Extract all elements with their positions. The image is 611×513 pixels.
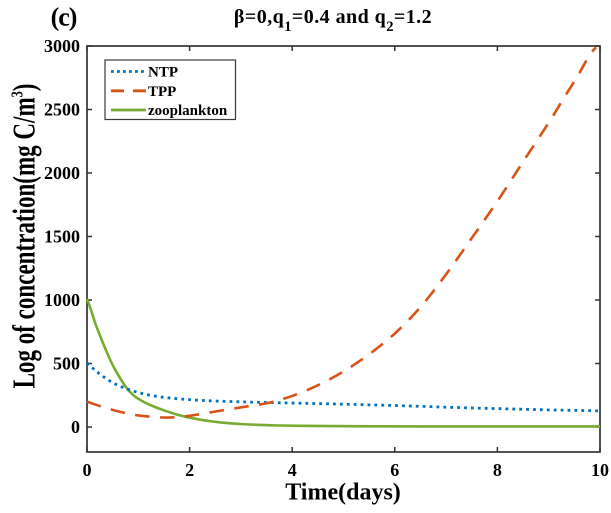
svg-text:TPP: TPP	[148, 84, 176, 100]
svg-text:6: 6	[390, 460, 399, 480]
svg-text:0: 0	[83, 460, 92, 480]
svg-text:Log of concentration(mg C/m3): Log of concentration(mg C/m3)	[7, 84, 43, 389]
svg-text:2: 2	[185, 460, 194, 480]
svg-text:2500: 2500	[44, 100, 80, 120]
svg-text:NTP: NTP	[148, 65, 178, 81]
svg-text:2000: 2000	[44, 163, 80, 183]
svg-text:10: 10	[591, 460, 609, 480]
svg-text:500: 500	[53, 354, 80, 374]
svg-text:3000: 3000	[44, 36, 80, 56]
svg-text:β=0,q1=0.4 and q2=1.2: β=0,q1=0.4 and q2=1.2	[234, 6, 432, 35]
svg-text:zooplankton: zooplankton	[148, 103, 228, 119]
svg-text:(c): (c)	[51, 2, 77, 31]
svg-text:Time(days): Time(days)	[285, 480, 401, 506]
svg-text:4: 4	[288, 460, 297, 480]
svg-text:1500: 1500	[44, 227, 80, 247]
svg-text:8: 8	[493, 460, 502, 480]
svg-text:0: 0	[71, 417, 80, 437]
svg-text:1000: 1000	[44, 290, 80, 310]
